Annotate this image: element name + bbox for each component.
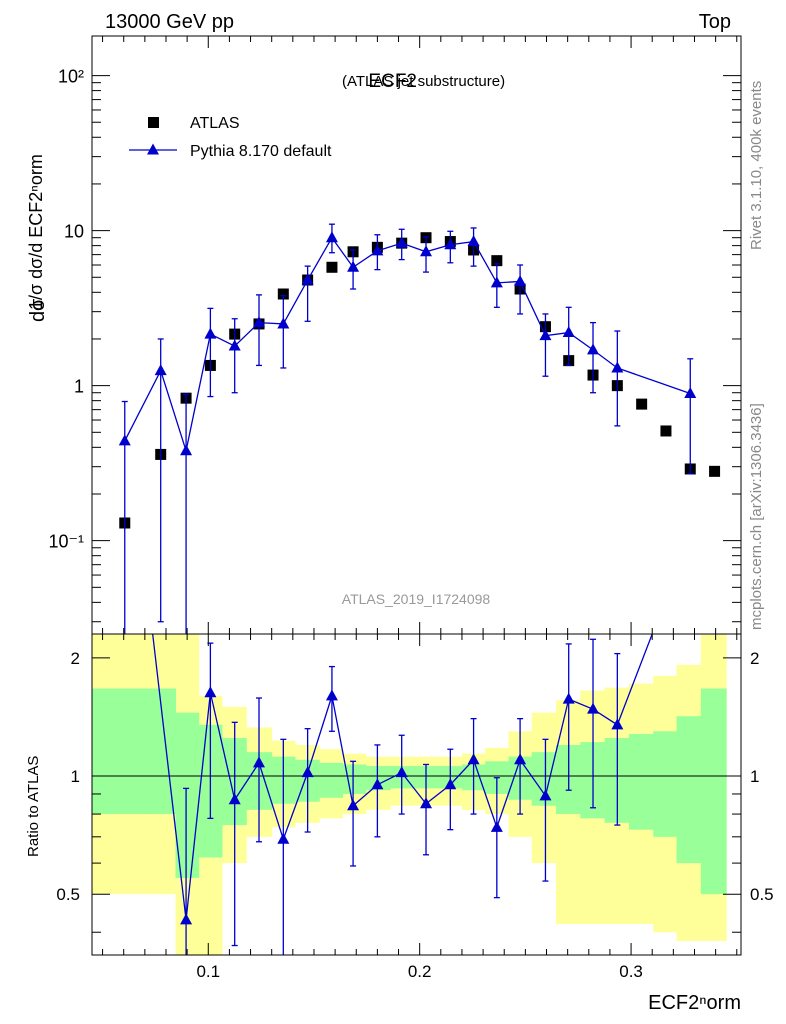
ratio-panel xyxy=(92,633,741,955)
mcplots-label: mcplots.cern.ch [arXiv:1306.3436] xyxy=(748,403,765,630)
atlas-data-point xyxy=(709,465,721,477)
ratio-band-inner xyxy=(342,764,367,794)
x-tick-label: 0.1 xyxy=(196,962,220,981)
x-tick-label: 0.2 xyxy=(408,962,432,981)
ratio-point xyxy=(467,753,480,765)
analysis-id-label: ATLAS_2019_I1724098 xyxy=(342,591,491,607)
pythia-point xyxy=(587,343,600,355)
atlas-data-point xyxy=(660,425,672,437)
ratio-point xyxy=(611,718,624,730)
ratio-band-inner xyxy=(700,688,727,895)
y-axis-label: d σ xyxy=(27,298,49,322)
pythia-point xyxy=(277,317,290,329)
ratio-band-inner xyxy=(653,731,678,837)
ratio-point xyxy=(325,689,338,701)
ratio-point xyxy=(539,789,552,801)
pythia-point xyxy=(204,327,217,339)
pythia-point xyxy=(539,329,552,341)
ratio-point xyxy=(514,753,527,765)
atlas-data-point xyxy=(277,288,289,300)
ratio-point xyxy=(228,793,241,805)
ratio-y-tick-label-right: 1 xyxy=(750,767,759,786)
y-axis-label-text: 1/σ dσ/d ECF2ⁿorm xyxy=(26,154,46,310)
pythia-point xyxy=(154,364,167,376)
ratio-y-tick-label-left: 2 xyxy=(71,649,80,668)
rivet-version-label: Rivet 3.1.10, 400k events xyxy=(748,81,765,250)
legend-label-pythia: Pythia 8.170 default xyxy=(190,143,332,160)
y-tick-label: 1 xyxy=(74,377,84,397)
ratio-y-tick-label-right: 2 xyxy=(750,649,759,668)
legend: ATLAS Pythia 8.170 default xyxy=(129,115,332,160)
ratio-point xyxy=(371,778,384,790)
pythia-line xyxy=(124,236,691,454)
ratio-point xyxy=(301,766,314,778)
pythia-point xyxy=(444,238,457,250)
ratio-point xyxy=(204,686,217,698)
header-energy-label: 13000 GeV pp xyxy=(105,11,234,33)
ratio-y-tick-label-left: 1 xyxy=(71,767,80,786)
legend-label-atlas: ATLAS xyxy=(190,115,240,132)
chart-title-main: ECF2 xyxy=(368,71,417,92)
axes: 0.1 0.2 0.3 10⁻¹ 1 10 10² 0.5 0.5 1 1 2 2 xyxy=(48,36,774,981)
pythia-point xyxy=(514,274,527,286)
pythia-point xyxy=(562,326,575,338)
y-tick-label: 10⁻¹ xyxy=(48,532,84,552)
ratio-point xyxy=(347,799,360,811)
pythia-point xyxy=(180,444,193,456)
ratio-band-inner xyxy=(390,766,415,789)
ratio-band-inner xyxy=(628,733,654,830)
y-tick-label: 10² xyxy=(58,67,84,87)
ratio-point xyxy=(395,766,408,778)
pythia-point xyxy=(420,245,433,257)
pythia-point xyxy=(611,361,624,373)
ratio-band-inner xyxy=(92,688,146,815)
pythia-point xyxy=(467,235,480,247)
pythia-point xyxy=(395,236,408,248)
atlas-data-point xyxy=(491,255,503,267)
ratio-point xyxy=(562,692,575,704)
header-process-label: Top xyxy=(699,11,731,33)
y-axis-label-sigma: σ xyxy=(27,298,49,311)
chart-subtitle: (ATLAS jet substructure) xyxy=(342,73,505,90)
ratio-point xyxy=(444,778,457,790)
pythia-point xyxy=(684,386,697,398)
pythia-point xyxy=(118,434,131,446)
ratio-point xyxy=(490,820,503,832)
ratio-y-axis-label: Ratio to ATLAS xyxy=(25,756,42,857)
atlas-data-point xyxy=(326,261,338,273)
atlas-data-point xyxy=(636,398,648,410)
ratio-band-inner xyxy=(319,762,344,798)
ratio-point xyxy=(277,832,290,844)
pythia-point xyxy=(301,273,314,285)
chart-title: ECF2 xyxy=(368,71,417,92)
x-tick-label: 0.3 xyxy=(619,962,643,981)
legend-marker-pythia xyxy=(147,143,159,155)
ratio-point xyxy=(420,797,433,809)
y-tick-label: 10 xyxy=(64,222,84,242)
ratio-band-inner xyxy=(175,712,200,878)
main-panel xyxy=(118,223,721,634)
ratio-y-tick-label-left: 0.5 xyxy=(56,885,80,904)
ratio-band-inner xyxy=(676,716,702,864)
pythia-point xyxy=(371,244,384,256)
pythia-point xyxy=(228,339,241,351)
x-axis-label: ECF2ⁿorm xyxy=(648,992,741,1014)
ratio-panel-frame xyxy=(91,633,742,956)
pythia-point xyxy=(325,231,338,243)
legend-marker-atlas xyxy=(148,117,159,128)
ratio-point xyxy=(253,756,266,768)
pythia-point xyxy=(253,316,266,328)
pythia-point xyxy=(490,276,503,288)
ratio-y-tick-label-right: 0.5 xyxy=(750,885,774,904)
ratio-point xyxy=(180,913,193,925)
pythia-point xyxy=(347,260,360,272)
ratio-point xyxy=(587,702,600,714)
ratio-band-inner xyxy=(414,766,440,789)
y-axis-label-prefix: d xyxy=(27,311,49,322)
